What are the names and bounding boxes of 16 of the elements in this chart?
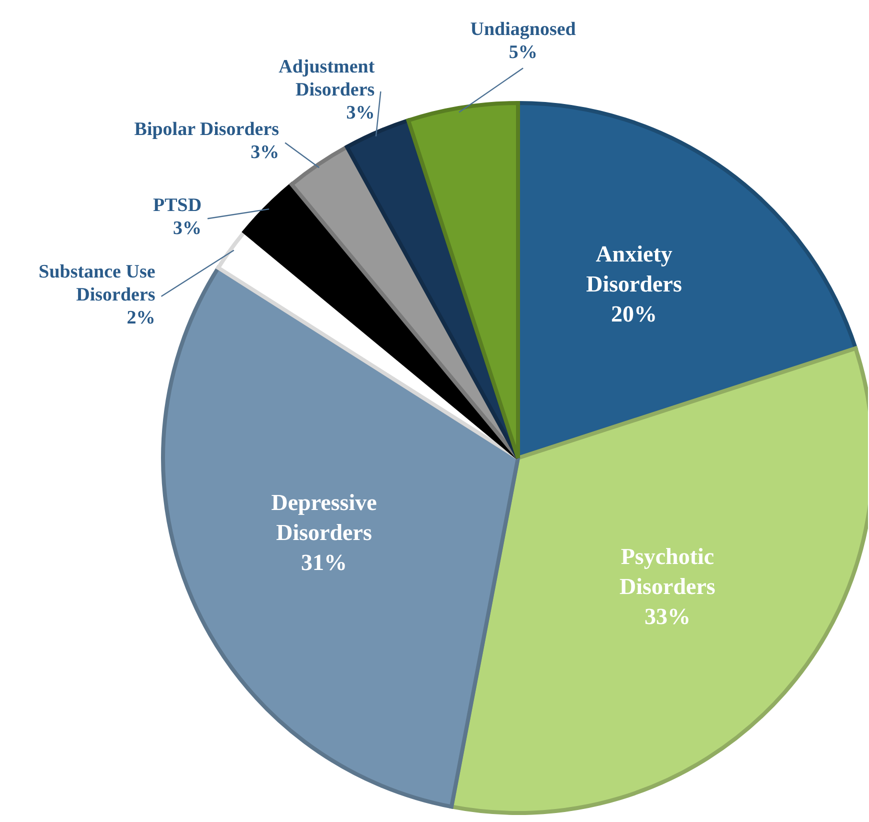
data-label: 20%: [611, 302, 658, 327]
data-label: 3%: [250, 142, 280, 164]
slice-label: Depressive Disorders: [271, 490, 377, 546]
slice-label: Anxiety Disorders: [586, 242, 682, 297]
slice-label: PTSD: [152, 195, 202, 216]
data-label: 33%: [644, 604, 690, 630]
data-label: 5%: [508, 42, 538, 64]
slice-label: Psychotic Disorders: [620, 544, 716, 600]
slice-label: Substance Use Disorders: [38, 262, 156, 306]
data-label: 2%: [126, 308, 156, 329]
slice-label: Adjustment Disorders: [278, 56, 376, 101]
slice-label: Undiagnosed: [470, 19, 576, 40]
data-label: 31%: [301, 550, 348, 576]
data-label: 3%: [346, 102, 375, 124]
data-label: 3%: [173, 218, 202, 240]
slice-label: Bipolar Disorders: [134, 120, 280, 141]
